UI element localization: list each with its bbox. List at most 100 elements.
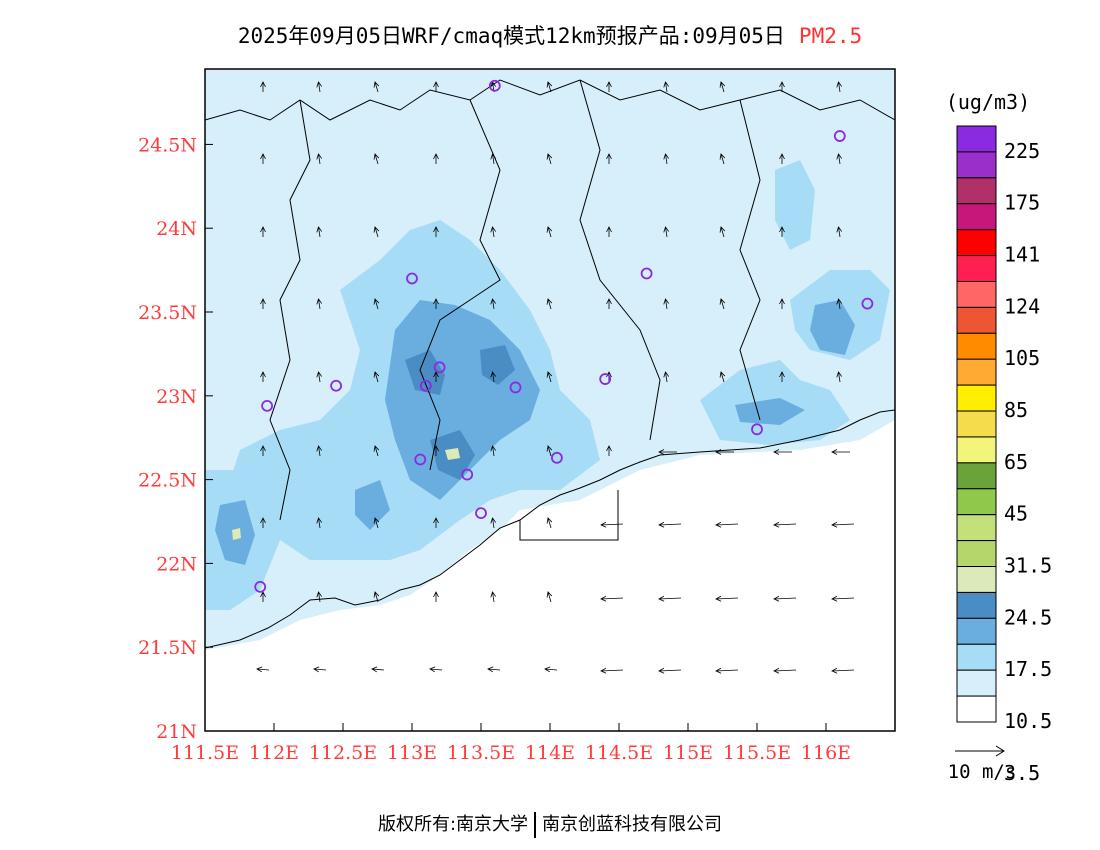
wind-arrow — [490, 153, 497, 165]
wind-arrow — [260, 153, 266, 164]
wind-arrow — [316, 226, 323, 238]
x-tick-label: 111.5E — [171, 742, 239, 764]
legend-swatch — [956, 488, 997, 516]
wind-arrow — [316, 298, 323, 310]
station-marker — [861, 297, 874, 310]
copyright-left: 版权所有:南京大学 — [377, 814, 529, 835]
legend-value-label: 124 — [1004, 294, 1040, 318]
legend-value-label: 31.5 — [1004, 554, 1052, 578]
wind-arrow — [663, 153, 670, 165]
y-tick-label: 22.5N — [138, 470, 197, 492]
x-tick-label: 114.5E — [585, 742, 653, 764]
station-marker — [833, 130, 846, 142]
legend-value-label: 45 — [1004, 502, 1028, 526]
wind-arrow — [260, 517, 266, 528]
province-border-north — [205, 79, 895, 121]
legend-swatch — [956, 358, 997, 386]
wind-arrow — [546, 298, 553, 310]
wind-arrow — [836, 298, 843, 310]
wind-arrow — [316, 81, 323, 93]
county-border-3 — [579, 79, 661, 441]
y-tick-label: 22N — [156, 553, 197, 575]
wind-arrow — [316, 591, 323, 603]
legend-swatch — [956, 177, 997, 205]
wind-arrow — [433, 81, 439, 92]
wind-arrow — [719, 371, 726, 383]
concentration-legend: 225 175 141 124 105 85 65 45 31.5 24.5 17.5 10.5 3.5 — [956, 125, 1052, 785]
wind-scale-legend: 10 m/s — [948, 745, 1017, 783]
legend-unit: (ug/m3) — [946, 90, 1030, 114]
wind-arrow — [600, 521, 624, 528]
pollutant-label: PM2.5 — [798, 24, 863, 48]
station-marker — [419, 379, 432, 392]
wind-vector-field — [256, 81, 855, 674]
legend-value-label: 24.5 — [1004, 605, 1052, 629]
station-marker — [640, 267, 653, 280]
concentration-level-17-5-c — [810, 300, 855, 355]
wind-arrow — [663, 371, 670, 383]
x-tick-label: 115E — [663, 742, 713, 764]
station-marker — [488, 79, 501, 92]
legend-value-label: 3.5 — [1004, 761, 1040, 785]
concentration-level-17-5-b — [355, 480, 390, 530]
legend-value-label: 10.5 — [1004, 709, 1052, 733]
wind-arrow — [600, 667, 624, 674]
wind-arrow — [433, 591, 439, 602]
wind-arrow — [773, 595, 797, 602]
legend-swatch — [956, 255, 997, 282]
legend-swatch — [956, 410, 997, 438]
legend-swatch — [956, 591, 997, 619]
wind-arrow — [773, 521, 797, 528]
wind-arrow — [490, 445, 497, 457]
wind-arrow — [779, 81, 785, 92]
wind-arrow — [490, 226, 497, 238]
station-marker — [330, 379, 343, 392]
wind-arrow — [831, 521, 855, 528]
copyright-right: 南京创蓝科技有限公司 — [542, 814, 723, 835]
station-marker — [509, 381, 522, 394]
legend-swatch — [956, 669, 997, 697]
wind-arrow — [256, 666, 270, 673]
coastline-and-borders — [205, 79, 895, 649]
legend-swatch — [956, 462, 997, 490]
wind-arrow — [606, 298, 612, 309]
wind-arrow — [606, 81, 612, 92]
y-axis: 21N 21.5N 22N 22.5N 23N 23.5N 24N 24.5N — [138, 134, 213, 743]
wind-arrow — [546, 517, 553, 529]
wind-arrow — [836, 226, 843, 238]
legend-swatch — [956, 332, 997, 360]
wind-arrow — [773, 449, 792, 455]
map-plot-area — [205, 69, 895, 731]
legend-value-label: 65 — [1004, 450, 1028, 474]
wind-arrow — [433, 517, 439, 528]
wind-arrow — [487, 666, 501, 673]
wind-arrow — [773, 667, 797, 674]
wind-arrow — [836, 81, 843, 93]
legend-swatch — [956, 436, 997, 464]
county-border-2 — [419, 99, 501, 471]
wind-arrow — [658, 449, 677, 455]
x-tick-label: 113.5E — [447, 742, 515, 764]
wind-arrow — [715, 521, 739, 528]
wind-arrow — [546, 591, 553, 603]
wind-arrow — [316, 371, 323, 383]
legend-swatch — [956, 125, 997, 153]
legend-swatch — [956, 384, 997, 412]
legend-swatch — [956, 280, 997, 308]
wind-arrow — [663, 298, 670, 310]
wind-arrow — [606, 153, 612, 164]
legend-swatch — [956, 695, 997, 723]
wind-scale-label: 10 m/s — [948, 761, 1017, 783]
hong-kong-box — [519, 490, 619, 541]
pm25-concentration-field — [205, 69, 895, 650]
wind-arrow — [663, 81, 670, 93]
wind-arrow — [433, 226, 439, 237]
wind-arrow — [831, 595, 855, 602]
wind-arrow — [490, 517, 497, 529]
x-tick-label: 115.5E — [723, 742, 791, 764]
x-axis: 111.5E 112E 112.5E 113E 113.5E 114E 114.5E 115E… — [171, 723, 851, 764]
wind-arrow — [373, 298, 380, 310]
wind-arrow — [433, 153, 439, 164]
station-marker — [751, 423, 763, 436]
concentration-level-24-5 — [405, 350, 445, 395]
